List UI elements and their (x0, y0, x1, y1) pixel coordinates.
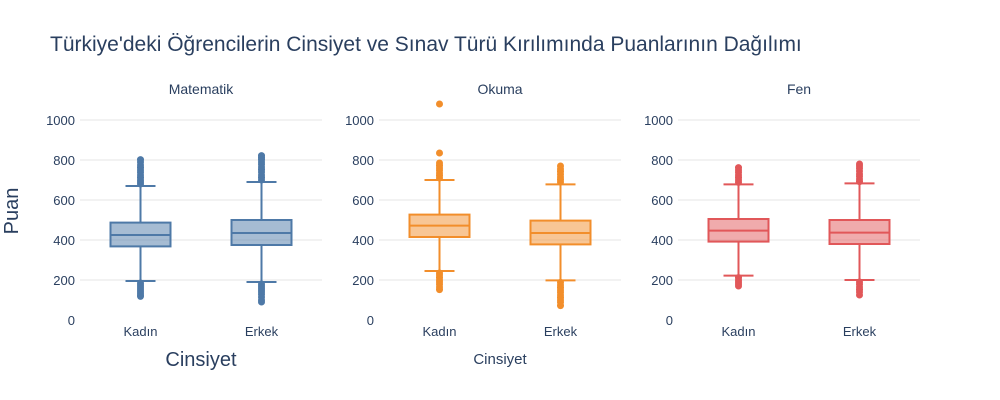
y-tick-label: 600 (352, 193, 374, 208)
x-axis-title-matematik: Cinsiyet (165, 349, 237, 371)
outlier-point (557, 302, 564, 310)
outlier-point (735, 282, 742, 290)
outlier-point (436, 159, 443, 167)
outlier-point (557, 162, 564, 170)
y-tick-label: 600 (53, 193, 75, 208)
outlier-point (137, 156, 144, 164)
outlier-point (436, 286, 443, 294)
y-tick-label: 0 (367, 313, 374, 328)
y-tick-label: 0 (68, 313, 75, 328)
y-tick-label: 600 (651, 193, 673, 208)
x-tick-label: Erkek (544, 324, 578, 339)
y-tick-label: 200 (651, 273, 673, 288)
y-tick-label: 400 (53, 233, 75, 248)
y-tick-label: 800 (53, 153, 75, 168)
y-tick-label: 400 (352, 233, 374, 248)
y-tick-label: 1000 (644, 113, 673, 128)
outlier-point (735, 164, 742, 172)
y-tick-label: 1000 (345, 113, 374, 128)
x-tick-label: Erkek (843, 324, 877, 339)
x-tick-label: Kadın (124, 324, 158, 339)
box-matematik-kadın: Kadın (109, 156, 172, 339)
y-tick-label: 1000 (46, 113, 75, 128)
box-okuma-erkek: Erkek (529, 162, 592, 339)
panel-matematik: Matematik 0 200 400 600 800 1000 Kadın Erkek (46, 81, 322, 339)
subplot-title-okuma: Okuma (477, 81, 522, 97)
subplot-title-matematik: Matematik (169, 81, 235, 97)
box-fen-kadın: Kadın (707, 164, 770, 339)
x-tick-label: Kadın (423, 324, 457, 339)
panel-fen: Fen 0 200 400 600 800 1000 Kadın Erkek (644, 81, 920, 339)
y-tick-label: 800 (651, 153, 673, 168)
outlier-point (856, 160, 863, 168)
y-tick-label: 400 (651, 233, 673, 248)
x-tick-label: Erkek (245, 324, 279, 339)
outlier-point (436, 149, 443, 157)
y-tick-label: 800 (352, 153, 374, 168)
y-tick-label: 0 (666, 313, 673, 328)
subplot-title-fen: Fen (787, 81, 811, 97)
outlier-point (258, 152, 265, 160)
x-tick-label: Kadın (722, 324, 756, 339)
outlier-point (856, 291, 863, 299)
outlier-point (137, 292, 144, 300)
y-tick-label: 200 (352, 273, 374, 288)
y-tick-label: 200 (53, 273, 75, 288)
outlier-point (258, 298, 265, 306)
y-axis-title: Puan (1, 188, 23, 235)
box-matematik-erkek: Erkek (230, 152, 293, 339)
x-axis-title-okuma: Cinsiyet (473, 351, 527, 368)
panel-okuma: Okuma 0 200 400 600 800 1000 Kadın Erkek (345, 81, 621, 339)
chart-title: Türkiye'deki Öğrencilerin Cinsiyet ve Sı… (50, 33, 802, 56)
box-okuma-kadın: Kadın (408, 100, 471, 339)
box-fen-erkek: Erkek (828, 160, 891, 339)
outlier-point (436, 100, 443, 108)
